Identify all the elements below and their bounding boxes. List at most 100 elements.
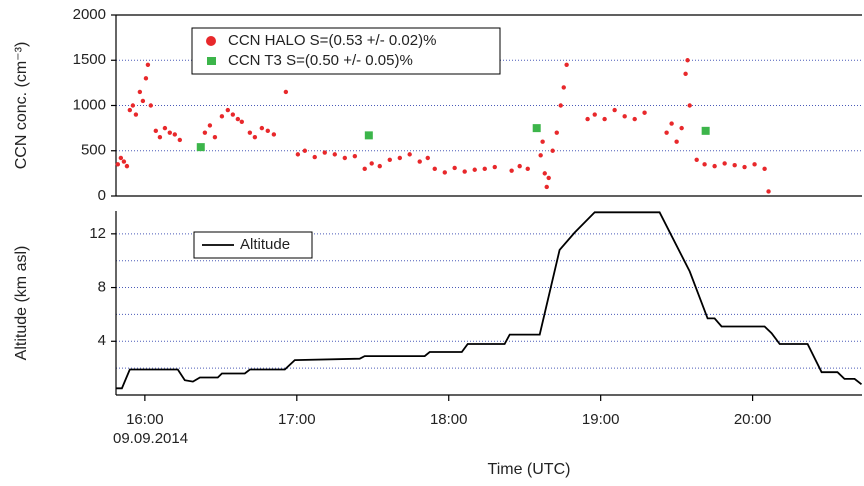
x-axis-label: Time (UTC): [488, 461, 571, 478]
marker: [162, 125, 168, 131]
marker: [167, 130, 172, 135]
marker: [694, 157, 699, 162]
marker: [342, 155, 348, 161]
y-tick-label: 500: [81, 142, 106, 159]
marker: [212, 134, 218, 140]
marker: [766, 189, 771, 194]
marker: [259, 125, 265, 131]
legend-label: Altitude: [240, 236, 290, 253]
marker: [509, 168, 514, 173]
y-tick-label: 0: [98, 187, 106, 204]
marker: [137, 89, 143, 95]
x-tick-label: 16:00: [126, 411, 164, 428]
marker: [546, 175, 551, 181]
marker: [153, 128, 159, 134]
marker: [127, 107, 133, 113]
marker: [679, 125, 684, 131]
annotation: 09.09.2014: [113, 430, 188, 447]
marker: [602, 116, 607, 122]
marker: [669, 121, 674, 126]
marker: [685, 58, 690, 63]
marker: [295, 152, 301, 157]
marker: [157, 134, 163, 140]
marker: [472, 167, 477, 172]
marker: [554, 130, 559, 135]
marker: [369, 161, 374, 166]
marker: [558, 103, 563, 108]
marker: [742, 164, 747, 170]
marker: [664, 130, 669, 135]
marker: [177, 137, 183, 143]
marker: [417, 159, 422, 164]
marker: [352, 153, 358, 159]
y-axis-label: CCN conc. (cm⁻³): [13, 42, 30, 170]
marker: [207, 123, 213, 128]
legend-label: CCN HALO S=(0.53 +/- 0.02)%: [228, 32, 436, 49]
legend-symbol: [206, 36, 216, 46]
marker: [145, 62, 151, 67]
marker: [118, 155, 124, 161]
marker: [525, 166, 530, 172]
line: [115, 211, 863, 390]
marker: [124, 163, 130, 169]
marker: [482, 166, 487, 172]
marker: [397, 155, 403, 161]
marker: [364, 131, 373, 140]
marker: [452, 165, 457, 171]
y-tick-label: 4: [98, 332, 106, 349]
legend-box: [191, 27, 501, 75]
marker: [564, 62, 569, 67]
marker: [592, 112, 597, 117]
marker: [542, 171, 547, 176]
marker: [172, 132, 177, 137]
marker: [712, 163, 717, 169]
marker: [622, 114, 627, 119]
marker: [265, 128, 270, 134]
marker: [550, 148, 555, 153]
marker: [561, 85, 566, 90]
marker: [312, 154, 317, 160]
y-axis-label: Altitude (km asl): [13, 246, 30, 361]
marker: [544, 184, 549, 190]
marker: [702, 162, 707, 167]
marker: [642, 110, 647, 115]
x-tick-label: 19:00: [582, 411, 620, 428]
marker: [121, 159, 127, 164]
x-tick-label: 17:00: [278, 411, 316, 428]
marker: [732, 163, 737, 168]
marker: [239, 119, 245, 124]
marker: [235, 116, 241, 122]
y-tick-label: 2000: [73, 6, 106, 23]
marker: [674, 139, 679, 144]
marker: [140, 98, 146, 104]
marker: [230, 112, 236, 117]
marker: [532, 124, 541, 133]
marker: [302, 148, 308, 153]
marker: [387, 157, 392, 162]
marker: [585, 116, 590, 122]
x-tick-label: 18:00: [430, 411, 468, 428]
marker: [462, 169, 467, 174]
marker: [752, 162, 757, 167]
marker: [219, 114, 225, 119]
marker: [332, 152, 337, 157]
marker: [540, 139, 545, 144]
marker: [407, 152, 412, 157]
y-tick-label: 1500: [73, 51, 106, 68]
marker: [196, 143, 205, 152]
marker: [133, 112, 139, 117]
marker: [432, 166, 437, 172]
marker: [247, 130, 253, 135]
marker: [442, 170, 447, 175]
marker: [683, 71, 688, 77]
marker: [701, 126, 710, 135]
y-tick-label: 1000: [73, 96, 106, 113]
marker: [687, 103, 692, 108]
marker: [762, 166, 767, 172]
marker: [632, 116, 637, 122]
marker: [425, 155, 430, 161]
marker: [225, 107, 231, 113]
marker: [722, 161, 727, 166]
marker: [252, 134, 258, 140]
